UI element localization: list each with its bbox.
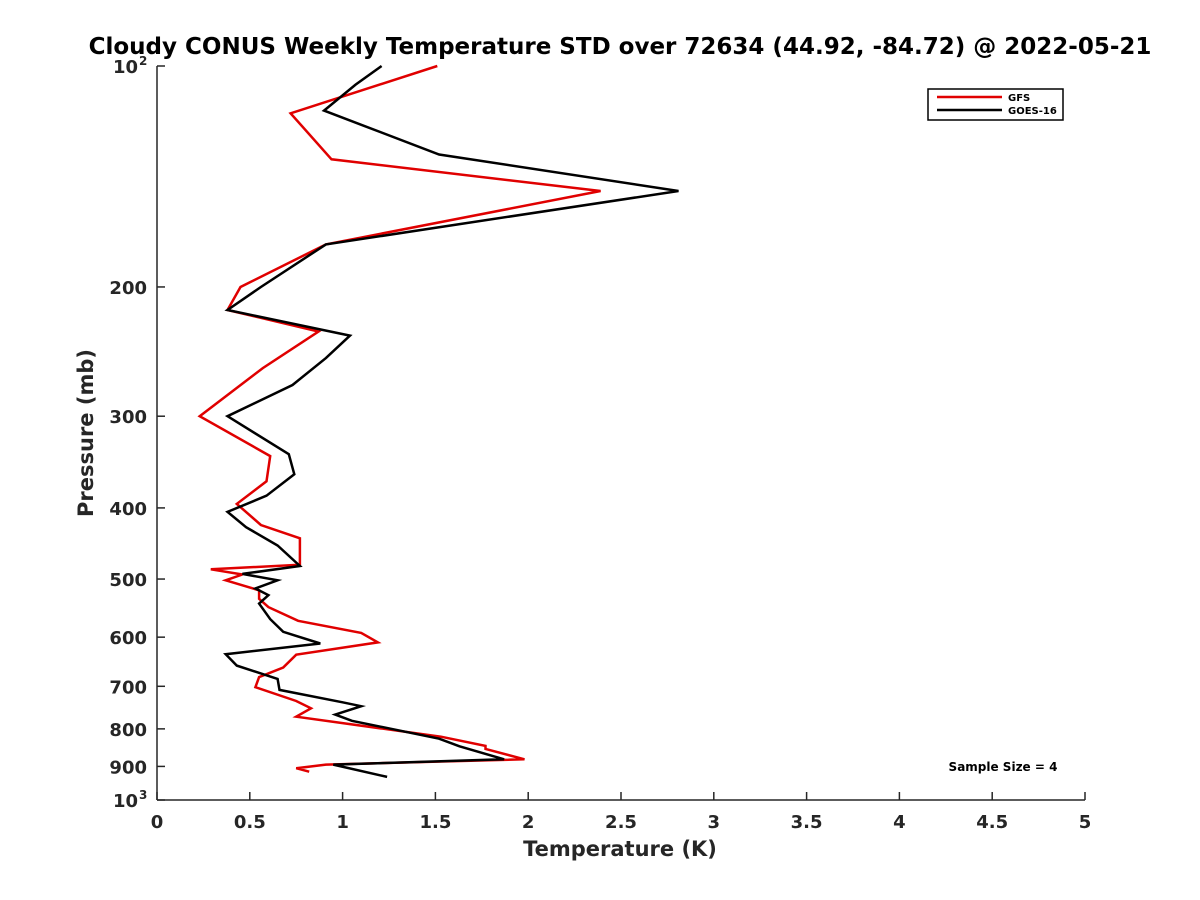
y-tick-label: 500: [109, 570, 147, 591]
series-line-gfs: [197, 64, 601, 773]
legend-label-gfs: GFS: [1008, 93, 1030, 104]
plot-area: 0 0.5 1 1.5 2 2.5 3 3.5 4 4.5 5 10 2200300400500600…: [109, 54, 1091, 833]
x-tick-label: 1.5: [419, 812, 451, 833]
x-tick-label: 5: [1079, 812, 1092, 833]
y-tick-label: 10: [113, 57, 138, 78]
chart-title: Cloudy CONUS Weekly Temperature STD over…: [89, 34, 1152, 60]
y-axis-label: Pressure (mb): [74, 349, 98, 517]
y-tick-exponent: 2: [139, 54, 147, 68]
sample-size-annotation: Sample Size = 4: [949, 760, 1058, 774]
y-tick-exponent: 3: [139, 788, 147, 802]
legend: GFS GOES-16: [927, 88, 1064, 121]
x-tick-label: 0.5: [234, 812, 266, 833]
y-tick-label: 900: [109, 757, 147, 778]
y-tick-label: 10: [113, 791, 138, 812]
y-tick-label: 400: [109, 499, 147, 520]
y-tick-label: 300: [109, 407, 147, 428]
x-ticks: 0 0.5 1 1.5 2 2.5 3 3.5 4 4.5 5: [151, 792, 1092, 833]
y-tick-label: 800: [109, 720, 147, 741]
legend-box: [927, 88, 1064, 121]
y-tick-label: 600: [109, 628, 147, 649]
x-tick-label: 3.5: [791, 812, 823, 833]
x-axis-label: Temperature (K): [523, 837, 717, 861]
y-tick-label: 200: [109, 278, 147, 299]
series-lines: [197, 64, 679, 779]
x-tick-label: 2: [522, 812, 535, 833]
x-tick-label: 3: [708, 812, 721, 833]
series-line-goes16: [223, 64, 679, 779]
x-tick-label: 0: [151, 812, 164, 833]
x-tick-label: 2.5: [605, 812, 637, 833]
x-tick-label: 1: [336, 812, 349, 833]
legend-label-goes16: GOES-16: [1008, 106, 1057, 117]
x-tick-label: 4: [893, 812, 906, 833]
x-tick-label: 4.5: [976, 812, 1008, 833]
y-tick-label: 700: [109, 677, 147, 698]
